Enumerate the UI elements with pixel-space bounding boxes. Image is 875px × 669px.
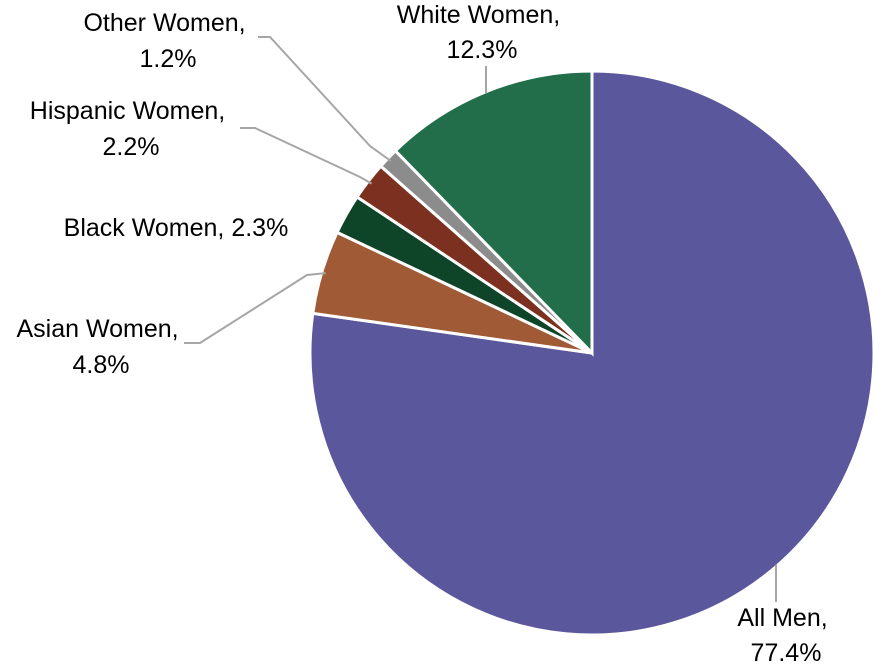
leader-line-hispanic-women	[240, 127, 373, 185]
label-all-men: All Men, 77.4%	[737, 604, 834, 667]
label-black-women: Black Women, 2.3%	[64, 214, 289, 242]
leader-line-other-women	[258, 36, 392, 162]
label-asian-women: Asian Women, 4.8%	[16, 315, 185, 379]
pie-slices	[308, 69, 875, 637]
label-hispanic-women: Hispanic Women, 2.2%	[30, 97, 232, 161]
data-labels: All Men, 77.4% Asian Women, 4.8% Black W…	[16, 1, 834, 667]
leader-line-asian-women	[184, 272, 326, 344]
label-white-women: White Women, 12.3%	[397, 1, 567, 64]
leader-lines	[184, 36, 777, 602]
label-other-women: Other Women, 1.2%	[83, 9, 252, 73]
